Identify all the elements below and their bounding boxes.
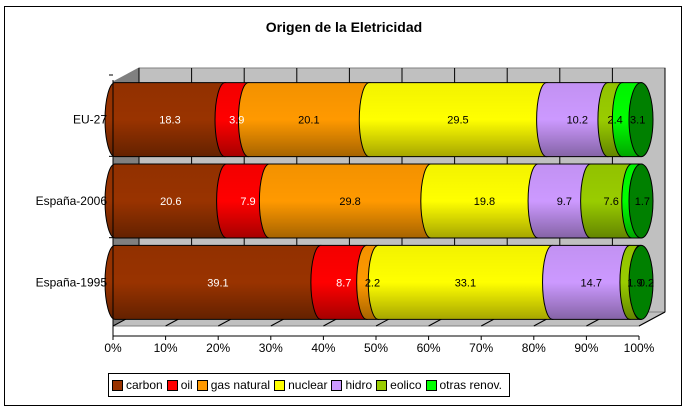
data-label: 14.7	[581, 277, 602, 289]
data-label: 29.8	[339, 196, 360, 208]
legend-swatch	[274, 379, 286, 391]
category-label: España-2006	[36, 194, 108, 208]
x-tick-label: 50%	[364, 341, 388, 355]
legend-item: oil	[166, 378, 193, 392]
bar-end-cap	[628, 163, 654, 239]
legend-item: hidro	[331, 378, 372, 392]
bar-shading	[104, 245, 331, 320]
data-label: 33.1	[455, 277, 476, 289]
bar-shading	[420, 164, 549, 238]
bar-shading	[238, 82, 380, 157]
category-label: EU-27	[73, 113, 107, 127]
bar-shading	[542, 245, 640, 320]
legend-swatch	[196, 379, 208, 391]
data-label: 18.3	[159, 115, 180, 127]
x-tick-label: 60%	[417, 341, 441, 355]
bar-shading	[536, 82, 618, 157]
bar-shading	[359, 82, 557, 157]
legend-swatch	[376, 379, 388, 391]
x-tick-label: 30%	[259, 341, 283, 355]
legend-label: hidro	[345, 378, 373, 392]
legend-item: eolico	[376, 378, 422, 392]
x-tick-label: 20%	[206, 341, 230, 355]
x-tick-label: 100%	[624, 341, 655, 355]
legend-item: nuclear	[274, 378, 327, 392]
legend-swatch	[112, 379, 123, 391]
x-tick-label: 70%	[469, 341, 493, 355]
x-tick-label: 0%	[104, 341, 122, 355]
bar-end-cap	[628, 82, 654, 158]
legend: carbon oil gas natural nuclear hidro eolico ot…	[108, 373, 510, 397]
x-tick-label: 40%	[311, 341, 335, 355]
data-label: 1.9	[627, 277, 642, 289]
legend-label: nuclear	[288, 378, 328, 392]
bar-shading	[368, 245, 563, 320]
legend-swatch	[331, 379, 343, 391]
data-label: 3.9	[229, 115, 244, 127]
floor-gridline	[638, 311, 666, 327]
legend-swatch	[425, 379, 437, 391]
data-label: 29.5	[447, 115, 468, 127]
legend-item: carbon	[112, 378, 163, 392]
legend-item: gas natural	[196, 378, 271, 392]
data-label: 0.2	[639, 277, 654, 289]
bar-shading	[105, 82, 236, 157]
legend-label: eolico	[390, 378, 422, 392]
data-label: 7.9	[240, 196, 255, 208]
data-label: 19.8	[474, 196, 495, 208]
x-tick-label: 80%	[522, 341, 546, 355]
category-label: España-1995	[36, 275, 108, 289]
data-label: 7.6	[604, 196, 619, 208]
legend-label: carbon	[126, 378, 163, 392]
data-label: 39.1	[207, 277, 228, 289]
data-label: 9.7	[557, 196, 572, 208]
x-tick-label: 10%	[154, 341, 178, 355]
data-label: 20.6	[160, 196, 181, 208]
bar-shading	[105, 164, 237, 238]
legend-item: otras renov.	[425, 378, 502, 392]
data-label: 2.2	[365, 277, 380, 289]
legend-label: gas natural	[210, 378, 271, 392]
data-label: 3.1	[630, 115, 645, 127]
data-label: 8.7	[336, 277, 351, 289]
legend-label: oil	[180, 378, 193, 392]
legend-swatch	[166, 379, 178, 391]
data-label: 2.4	[608, 115, 623, 127]
x-tick-label: 90%	[574, 341, 598, 355]
legend-label: otras renov.	[439, 378, 502, 392]
data-label: 20.1	[298, 115, 319, 127]
chart-title: Origen de la Eletricidad	[265, 19, 423, 35]
data-label: 10.2	[567, 115, 588, 127]
bar-shading	[259, 164, 441, 238]
data-label: 1.7	[635, 196, 650, 208]
bar-end-cap	[628, 244, 654, 320]
